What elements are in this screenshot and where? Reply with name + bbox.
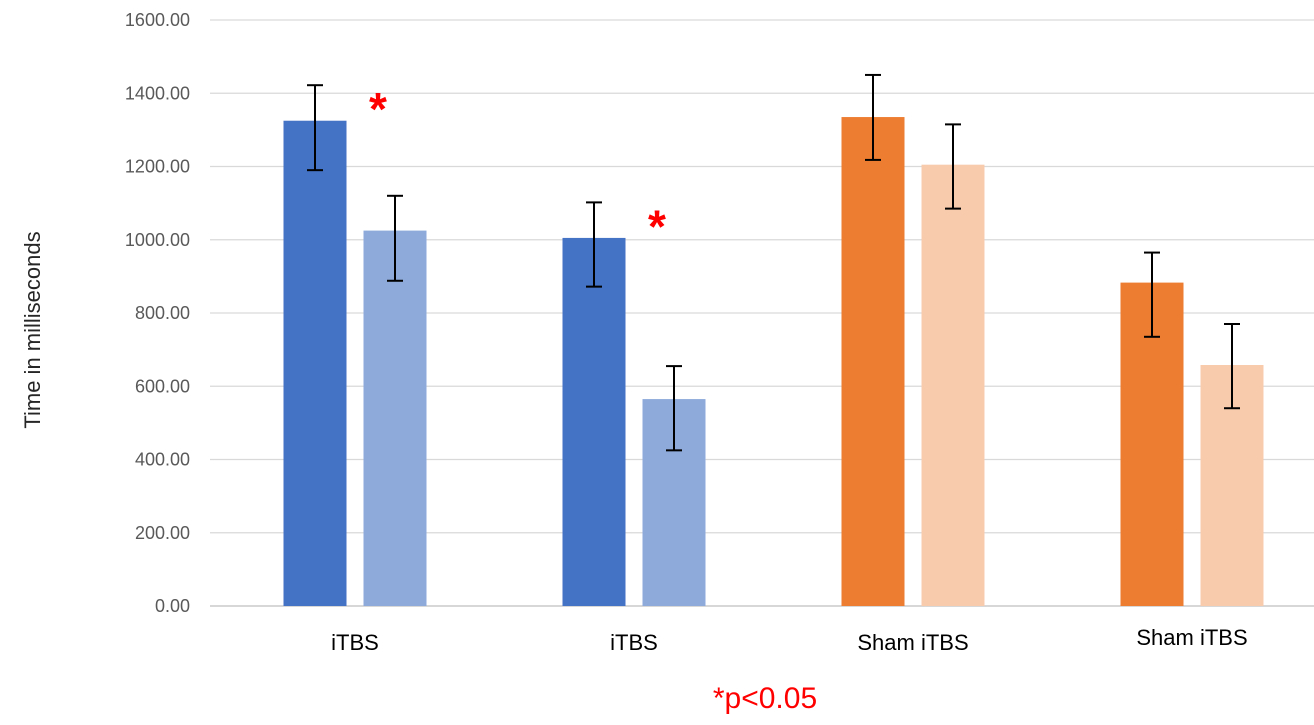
error-bar bbox=[586, 201, 602, 288]
bar bbox=[921, 164, 985, 606]
x-category-label: iTBS bbox=[610, 630, 658, 655]
bar bbox=[841, 117, 905, 607]
significance-asterisk: * bbox=[369, 83, 387, 135]
category-labels: iTBS iTBS Sham iTBS Sham iTBS bbox=[331, 625, 1247, 655]
error-bars bbox=[307, 73, 1240, 452]
error-bar bbox=[307, 84, 323, 172]
x-category-label: Sham iTBS bbox=[1136, 625, 1247, 650]
bar bbox=[283, 120, 347, 606]
y-tick-label: 600.00 bbox=[135, 376, 190, 396]
error-bar bbox=[666, 365, 682, 452]
significance-asterisk: * bbox=[648, 200, 666, 252]
x-category-label: iTBS bbox=[331, 630, 379, 655]
bar bbox=[363, 230, 427, 606]
y-tick-label: 200.00 bbox=[135, 523, 190, 543]
y-axis-label: Time in milliseconds bbox=[20, 231, 45, 428]
y-tick-label: 800.00 bbox=[135, 303, 190, 323]
y-tick-label: 1600.00 bbox=[125, 10, 190, 30]
error-bar bbox=[865, 73, 881, 161]
y-tick-label: 1400.00 bbox=[125, 83, 190, 103]
y-tick-label: 1200.00 bbox=[125, 157, 190, 177]
error-bar bbox=[1144, 251, 1160, 338]
y-tick-label: 400.00 bbox=[135, 450, 190, 470]
bars bbox=[283, 117, 1264, 607]
error-bar bbox=[1224, 322, 1240, 410]
error-bar bbox=[945, 123, 961, 210]
y-tick-label: 0.00 bbox=[155, 596, 190, 616]
significance-marks: ** bbox=[369, 83, 666, 252]
x-category-label: Sham iTBS bbox=[857, 630, 968, 655]
significance-footnote: *p<0.05 bbox=[713, 682, 817, 715]
bar bbox=[562, 237, 626, 606]
y-tick-labels: 0.00 200.00 400.00 600.00 800.00 1000.00 1200.… bbox=[125, 10, 190, 616]
y-tick-label: 1000.00 bbox=[125, 230, 190, 250]
error-bar bbox=[387, 194, 403, 282]
